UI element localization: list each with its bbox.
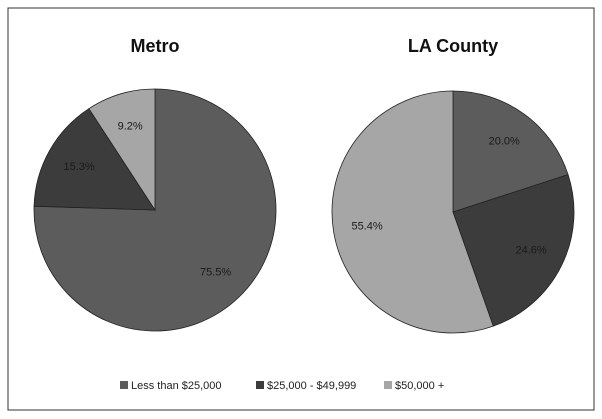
data-label: 15.3%: [63, 161, 94, 173]
legend-label: $50,000 +: [395, 380, 444, 392]
pie-slice: [452, 90, 569, 213]
data-label: 20.0%: [489, 135, 520, 147]
pie-slice: [331, 90, 494, 334]
legend-label: $25,000 - $49,999: [267, 380, 356, 392]
pie-slice: [33, 108, 156, 211]
chart-title: LA County: [408, 36, 498, 56]
data-label: 9.2%: [118, 120, 143, 132]
data-label: 24.6%: [516, 244, 547, 256]
data-label: 55.4%: [352, 221, 383, 233]
data-label: 75.5%: [200, 266, 231, 278]
legend-label: Less than $25,000: [131, 380, 222, 392]
chart-title: Metro: [131, 36, 180, 56]
legend-swatch: [384, 381, 392, 389]
pie-slice: [452, 174, 575, 327]
legend-swatch: [256, 381, 264, 389]
pie-slice: [88, 88, 156, 212]
legend-swatch: [120, 381, 128, 389]
